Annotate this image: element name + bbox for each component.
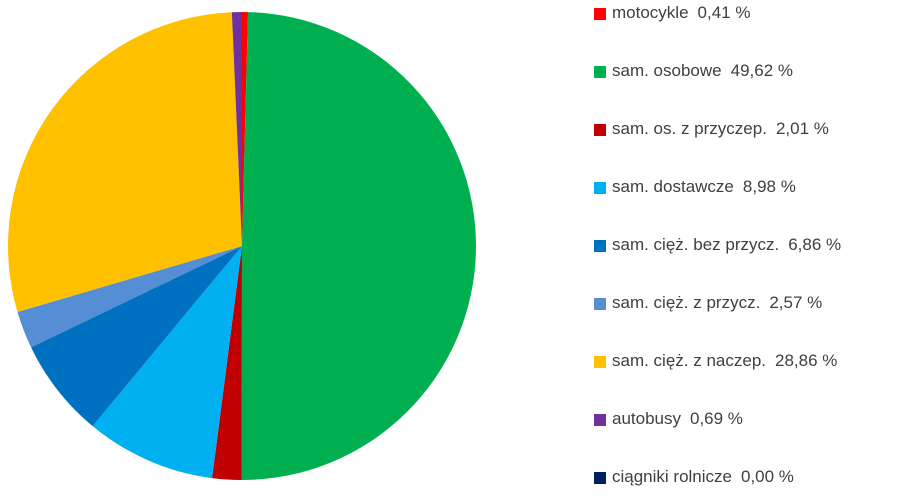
legend-entry: sam. cięż. z przycz. 2,57 % — [612, 293, 822, 312]
legend-entry: sam. os. z przyczep. 2,01 % — [612, 119, 829, 138]
pie-slice — [231, 12, 242, 246]
legend-entry: motocykle 0,41 % — [612, 3, 750, 22]
legend-value: 49,62 % — [731, 61, 793, 80]
pie-slice — [242, 12, 249, 246]
legend-value: 0,69 % — [690, 409, 743, 428]
legend-name: sam. dostawcze — [612, 177, 734, 196]
legend-swatch — [594, 298, 606, 310]
legend-name: sam. cięż. z naczep. — [612, 351, 766, 370]
legend-value: 0,00 % — [741, 467, 794, 486]
legend-name: motocykle — [612, 3, 689, 22]
legend-value: 8,98 % — [743, 177, 796, 196]
legend-entry: autobusy 0,69 % — [612, 409, 743, 428]
legend-value: 2,57 % — [769, 293, 822, 312]
pie-slice — [31, 246, 242, 427]
pie-slice — [7, 12, 242, 312]
pie-slice — [241, 12, 476, 480]
legend-name: ciągniki rolnicze — [612, 467, 732, 486]
legend-entry: ciągniki rolnicze 0,00 % — [612, 467, 794, 486]
legend-value: 28,86 % — [775, 351, 837, 370]
legend-swatch — [594, 414, 606, 426]
pie-slice — [17, 246, 242, 348]
legend-entry: sam. cięż. z naczep. 28,86 % — [612, 351, 837, 370]
legend-value: 2,01 % — [776, 119, 829, 138]
legend-swatch — [594, 124, 606, 136]
pie-slice — [212, 246, 242, 480]
legend-name: autobusy — [612, 409, 681, 428]
legend-entry: sam. cięż. bez przycz. 6,86 % — [612, 235, 841, 254]
legend-entry: sam. dostawcze 8,98 % — [612, 177, 796, 196]
legend-name: sam. os. z przyczep. — [612, 119, 767, 138]
pie-slice — [92, 246, 242, 479]
legend-swatch — [594, 66, 606, 78]
legend-name: sam. cięż. bez przycz. — [612, 235, 779, 254]
legend-swatch — [594, 8, 606, 20]
legend-entry: sam. osobowe 49,62 % — [612, 61, 793, 80]
legend-name: sam. osobowe — [612, 61, 722, 80]
legend-swatch — [594, 356, 606, 368]
legend-swatch — [594, 472, 606, 484]
legend-name: sam. cięż. z przycz. — [612, 293, 760, 312]
legend-swatch — [594, 240, 606, 252]
legend-swatch — [594, 182, 606, 194]
legend-value: 0,41 % — [698, 3, 751, 22]
legend-value: 6,86 % — [788, 235, 841, 254]
